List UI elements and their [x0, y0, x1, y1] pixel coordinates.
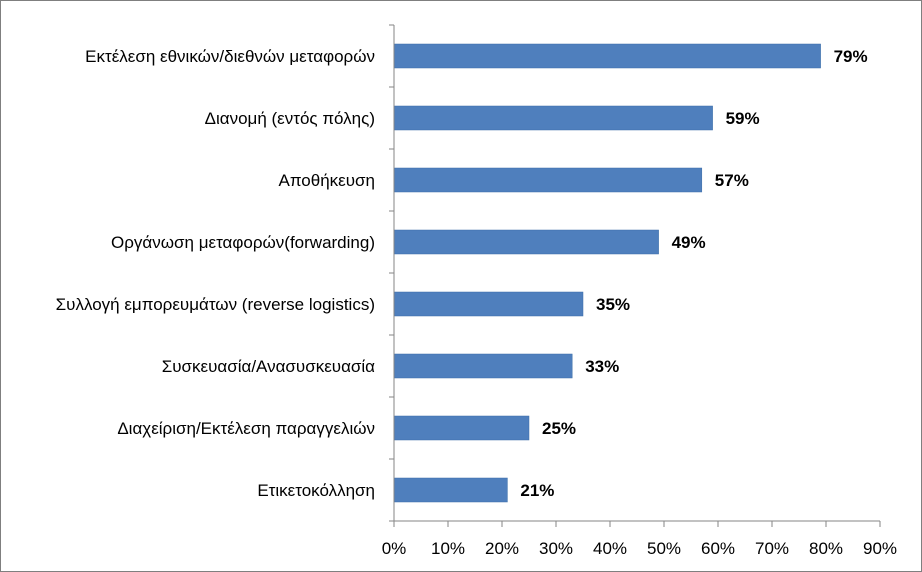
data-label: 79% [834, 47, 868, 66]
bars-layer [393, 43, 821, 503]
bar [393, 353, 573, 379]
category-label: Ετικετοκόλληση [257, 481, 375, 500]
x-tick-label: 20% [485, 539, 519, 558]
x-tick-label: 10% [431, 539, 465, 558]
category-label: Οργάνωση μεταφορών(forwarding) [111, 233, 375, 252]
x-tick-label: 90% [863, 539, 897, 558]
x-tick-label: 80% [809, 539, 843, 558]
category-label: Διανομή (εντός πόλης) [205, 109, 375, 128]
data-label: 59% [726, 109, 760, 128]
data-label: 57% [715, 171, 749, 190]
data-label: 49% [672, 233, 706, 252]
x-tick-label: 30% [539, 539, 573, 558]
bar [393, 229, 659, 255]
category-label: Συσκευασία/Ανασυσκευασία [162, 357, 375, 376]
x-tick-label: 0% [382, 539, 407, 558]
bar [393, 477, 508, 503]
bar [393, 167, 703, 193]
bar [393, 43, 821, 69]
x-tick-label: 40% [593, 539, 627, 558]
data-label: 33% [585, 357, 619, 376]
data-label: 25% [542, 419, 576, 438]
x-axis-ticks: 0% 10% 20% 30% 40% 50% 60% 70% 80% 90% [382, 521, 897, 558]
category-label: Αποθήκευση [278, 171, 375, 190]
bar [393, 105, 713, 131]
data-labels: 79% 59% 57% 49% 35% 33% 25% 21% [520, 47, 867, 500]
x-tick-label: 50% [647, 539, 681, 558]
bar [393, 291, 584, 317]
data-label: 21% [520, 481, 554, 500]
category-label: Εκτέλεση εθνικών/διεθνών μεταφορών [85, 47, 375, 66]
category-label: Συλλογή εμπορευμάτων (reverse logistics) [56, 295, 375, 314]
x-tick-label: 60% [701, 539, 735, 558]
data-label: 35% [596, 295, 630, 314]
category-label: Διαχείριση/Εκτέλεση παραγγελιών [117, 419, 375, 438]
bar [393, 415, 530, 441]
x-tick-label: 70% [755, 539, 789, 558]
axes [389, 24, 880, 522]
category-labels: Εκτέλεση εθνικών/διεθνών μεταφορών Διανομ… [56, 47, 376, 500]
